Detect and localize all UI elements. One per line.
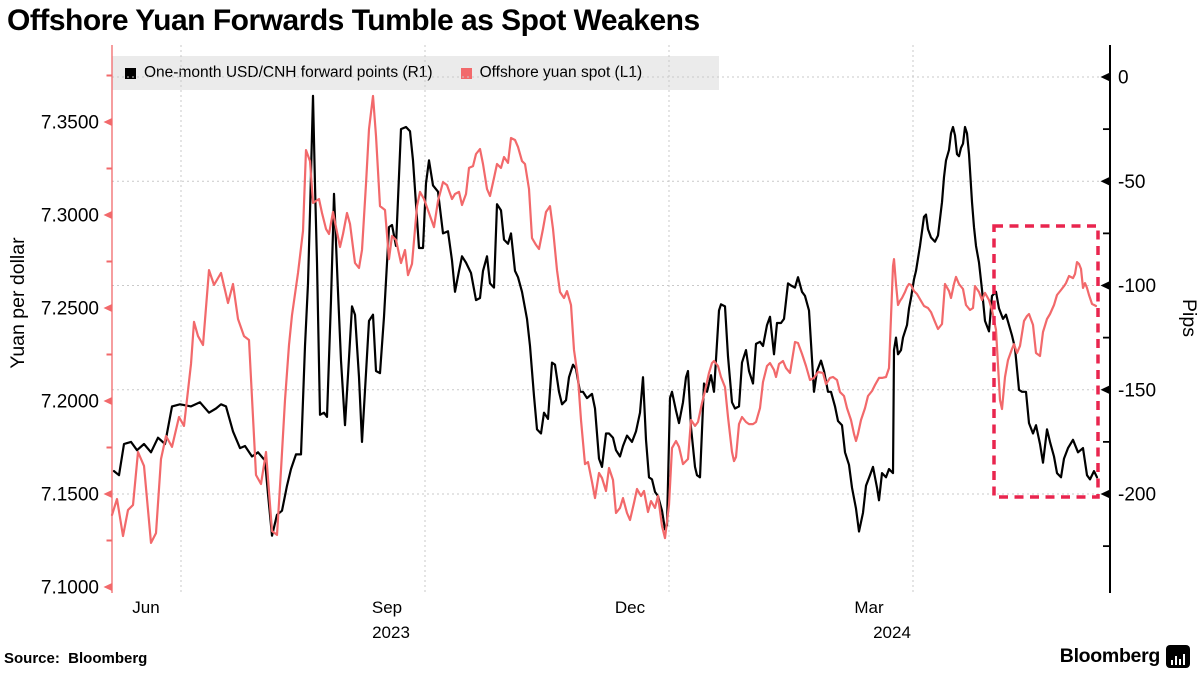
- legend-label-spot: Offshore yuan spot (L1): [479, 64, 643, 81]
- left-axis-tick-label: 7.3500: [41, 113, 99, 134]
- legend-item-spot: Offshore yuan spot (L1): [460, 64, 643, 82]
- left-axis-tick-label: 7.1000: [41, 578, 99, 599]
- right-major-tick: [1100, 385, 1110, 395]
- left-major-tick: [103, 118, 112, 126]
- right-major-tick: [1100, 489, 1110, 499]
- left-major-tick: [103, 304, 112, 312]
- bloomberg-branding: Bloomberg: [1060, 645, 1190, 668]
- forward-points-swatch-icon: [125, 67, 136, 79]
- bar-chart-icon: [1166, 645, 1190, 668]
- series-line-spot: [110, 94, 1098, 545]
- right-major-tick: [1100, 176, 1110, 186]
- legend-label-forward-points: One-month USD/CNH forward points (R1): [144, 64, 433, 81]
- left-major-tick: [103, 490, 112, 498]
- series-line-forward-points: [112, 94, 1099, 537]
- page-title: Offshore Yuan Forwards Tumble as Spot We…: [7, 4, 700, 37]
- right-major-tick: [1100, 281, 1110, 290]
- x-axis-year-label: 2023: [372, 623, 410, 642]
- x-axis-month-label: Mar: [854, 598, 884, 617]
- left-axis-tick-label: 7.2000: [41, 392, 99, 413]
- left-axis-tick-label: 7.3000: [41, 206, 99, 227]
- chart-legend: One-month USD/CNH forward points (R1) Of…: [112, 56, 719, 90]
- right-axis-tick-label: -150: [1118, 380, 1156, 401]
- right-axis-tick-label: -50: [1118, 172, 1145, 193]
- left-axis-title: Yuan per dollar: [7, 237, 29, 369]
- x-axis-month-label: Jun: [132, 598, 159, 617]
- legend-item-forward-points: One-month USD/CNH forward points (R1): [125, 64, 433, 82]
- right-axis-title: Pips: [1178, 299, 1200, 337]
- spot-swatch-icon: [460, 67, 472, 79]
- x-axis-year-label: 2024: [873, 623, 911, 642]
- x-axis-month-label: Dec: [615, 598, 646, 617]
- left-axis-tick-label: 7.1500: [41, 485, 99, 506]
- left-major-tick: [103, 211, 112, 219]
- right-axis-tick-label: 0: [1118, 68, 1129, 89]
- right-major-tick: [1100, 72, 1110, 82]
- x-axis-month-label: Sep: [372, 598, 402, 617]
- highlight-box: [992, 224, 1100, 499]
- left-major-tick: [103, 583, 112, 591]
- right-axis-tick-label: -200: [1118, 485, 1156, 506]
- left-major-tick: [103, 397, 112, 405]
- left-axis-tick-label: 7.2500: [41, 299, 99, 320]
- right-axis-tick-label: -100: [1118, 276, 1156, 297]
- bloomberg-wordmark: Bloomberg: [1059, 645, 1161, 667]
- source-attribution: Source: Bloomberg: [4, 650, 148, 667]
